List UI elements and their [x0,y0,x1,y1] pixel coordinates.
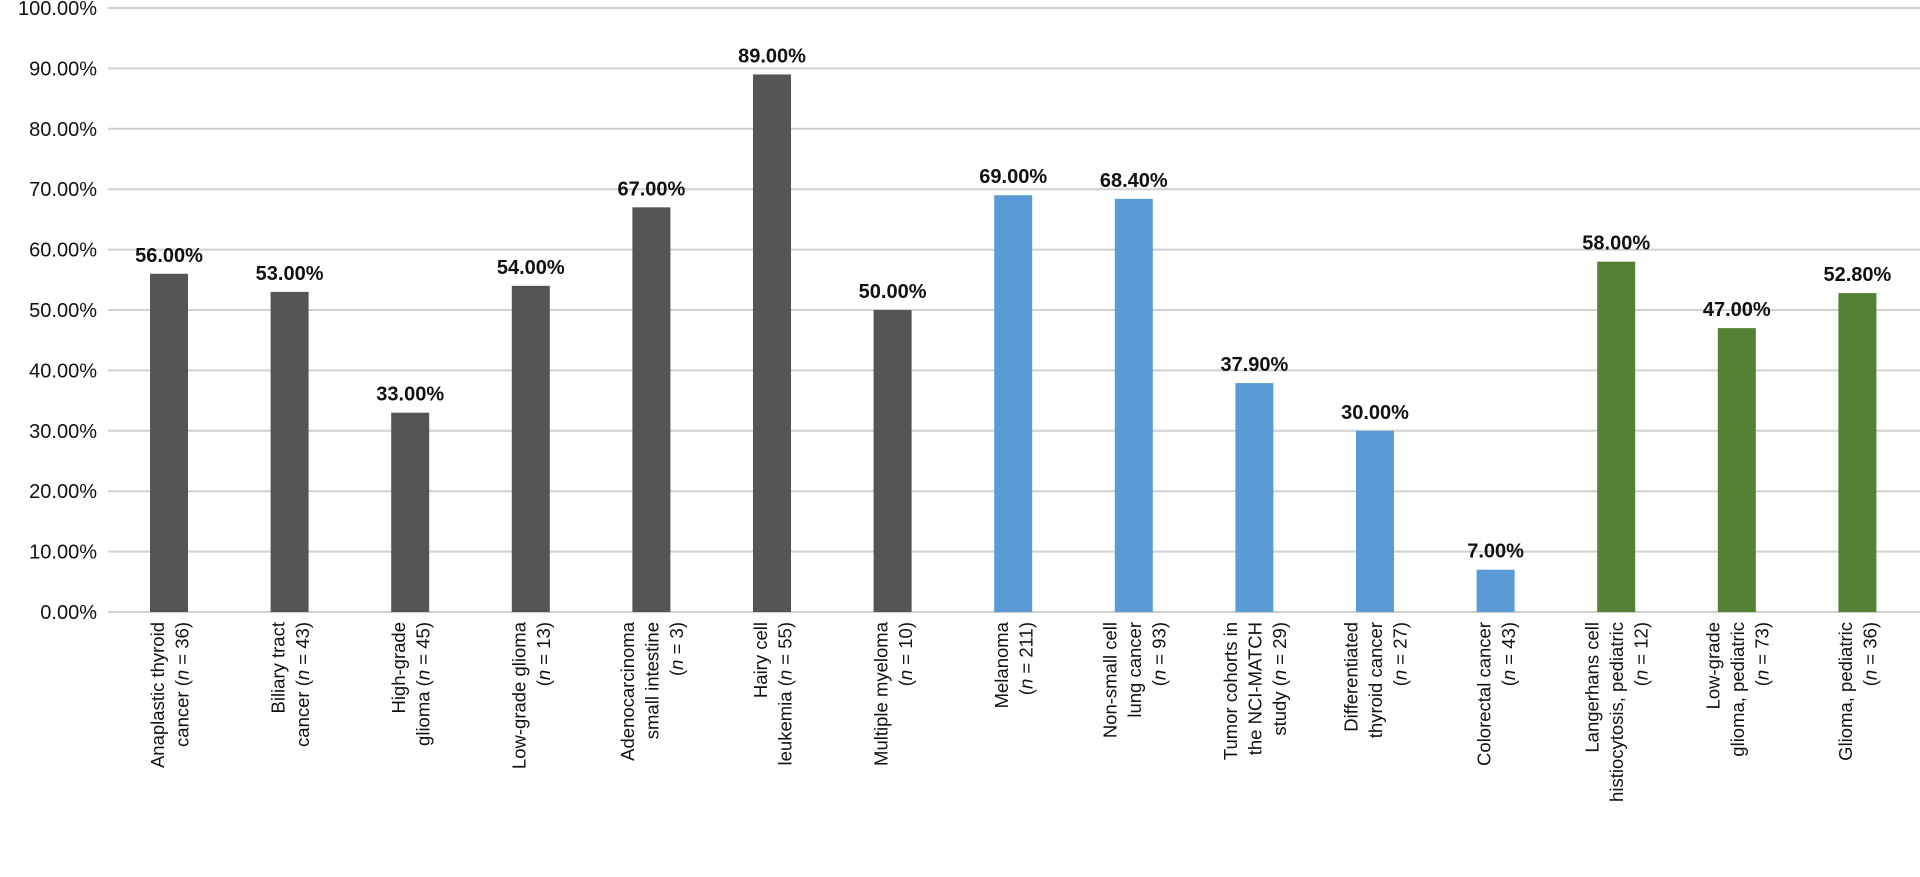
category-label: Low-grade glioma, pediatric (n = 73) [1702,622,1772,757]
bar-value-label: 58.00% [1582,233,1650,255]
bar [1114,198,1153,612]
bar [511,285,550,612]
y-tick-label: 10.00% [29,542,97,564]
bar-value-label: 47.00% [1703,299,1771,321]
category-label-line: (n = 13) [533,622,554,686]
category-label-line: (n = 3) [666,622,687,676]
x-axis-category-labels: Anaplastic thyroid cancer (n = 36) Biliary… [147,621,1881,802]
category-label-line: (n = 73) [1751,622,1772,686]
category-label-line: Low-grade glioma [509,621,530,769]
bar [1597,261,1636,612]
category-label: Anaplastic thyroid cancer (n = 36) [147,622,193,768]
y-tick-label: 50.00% [29,300,97,322]
y-tick-label: 40.00% [29,360,97,382]
category-label: Tumor cohorts in the NCI-MATCH study (n = … [1220,622,1290,760]
category-label-line: (n = 36) [1860,622,1881,686]
category-label-line: (n = 10) [895,622,916,686]
bar-value-label: 53.00% [256,263,324,285]
bar-value-label: 37.90% [1220,354,1288,376]
category-label-line: Glioma, pediatric [1835,622,1856,761]
category-label-line: glioma, pediatric [1727,622,1748,757]
y-tick-label: 30.00% [29,421,97,443]
bar-value-label: 50.00% [859,281,927,303]
category-label-line: High-grade [388,622,409,714]
bar [270,291,309,612]
category-label-line: Tumor cohorts in [1220,622,1241,760]
category-label-line: histiocytosis, pediatric [1606,622,1627,802]
category-label-line: cancer (n = 43) [292,622,313,747]
bar-value-label: 69.00% [979,166,1047,188]
category-label-line: lung cancer [1124,622,1145,718]
category-label-line: Colorectal cancer [1473,622,1494,766]
bar [1717,328,1756,612]
bar [150,273,188,612]
bar [632,207,671,612]
y-tick-label: 0.00% [40,602,97,624]
bar-value-label: 56.00% [135,245,203,267]
category-label-line: (n = 27) [1390,622,1411,686]
bar [873,310,912,612]
bar [1476,569,1515,612]
y-tick-label: 70.00% [29,179,97,201]
bar-value-label: 54.00% [497,257,565,279]
bar-value-label: 67.00% [617,178,685,200]
bar-value-label: 7.00% [1467,541,1524,563]
category-label-line: Melanoma [991,621,1012,708]
bar [994,195,1033,613]
category-label-line: Langerhans cell [1582,622,1603,753]
category-label-line: Differentiated [1341,622,1362,732]
category-label: Glioma, pediatric (n = 36) [1835,622,1881,761]
category-label: High-grade glioma (n = 45) [388,622,434,746]
category-label-line: study (n = 29) [1269,622,1290,736]
y-tick-label: 20.00% [29,481,97,503]
y-tick-label: 90.00% [29,58,97,80]
category-label-line: Hairy cell [750,622,771,698]
bar [391,412,430,612]
category-label-line: Adenocarcinoma [617,621,638,761]
category-label: Low-grade glioma (n = 13) [509,621,555,769]
category-label-line: Anaplastic thyroid [147,622,168,768]
category-label: Colorectal cancer (n = 43) [1473,622,1519,766]
category-label-line: (n = 211) [1015,622,1036,695]
category-label-line: cancer (n = 36) [171,622,192,747]
bars [150,74,1877,613]
bar-value-label: 68.40% [1100,170,1168,192]
category-label: Adenocarcinoma small intestine (n = 3) [617,621,687,761]
y-tick-label: 60.00% [29,240,97,262]
bar-value-label: 30.00% [1341,402,1409,424]
category-label: Langerhans cell histiocytosis, pediatric(… [1582,622,1652,802]
category-label-line: (n = 93) [1148,622,1169,686]
category-label-line: (n = 12) [1631,622,1652,686]
bar-value-label: 52.80% [1823,264,1891,286]
bar [753,74,791,612]
category-label-line: thyroid cancer [1365,622,1386,738]
category-label: Multiple myeloma (n = 10) [870,621,916,766]
bar [1235,383,1274,612]
category-label: Melanoma (n = 211) [991,621,1036,708]
category-label: Differentiated thyroid cancer (n = 27) [1341,622,1411,738]
bar [1838,293,1877,612]
category-label-line: glioma (n = 45) [412,622,433,746]
data-labels: 56.00% 53.00% 33.00% 54.00% 67.00% 89.00% 50.0… [135,45,1891,562]
y-tick-label: 80.00% [29,119,97,141]
category-label-line: Low-grade [1702,622,1723,709]
category-label: Non-small cell lung cancer (n = 93) [1099,622,1169,738]
category-label-line: small intestine [641,622,662,739]
category-label-line: Non-small cell [1099,622,1120,738]
bar-value-label: 89.00% [738,45,806,67]
category-label-line: (n = 43) [1498,622,1519,686]
category-label-line: Biliary tract [267,622,288,714]
category-label-line: Multiple myeloma [870,621,891,766]
bar [1356,430,1394,612]
y-tick-label: 100.00% [18,0,97,20]
category-label-line: the NCI-MATCH [1244,622,1265,755]
category-label-line: leukemia (n = 55) [774,622,795,765]
y-axis-tick-labels: 0.00% 10.00% 20.00% 30.00% 40.00% 50.00% 60.00… [18,0,97,624]
bar-value-label: 33.00% [376,384,444,406]
